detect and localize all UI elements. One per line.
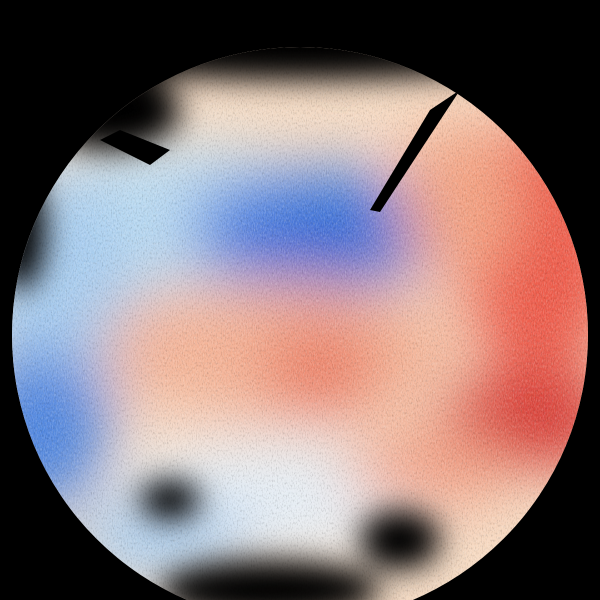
radar-image	[12, 47, 588, 600]
speckle	[12, 47, 588, 600]
page	[12, 47, 588, 600]
